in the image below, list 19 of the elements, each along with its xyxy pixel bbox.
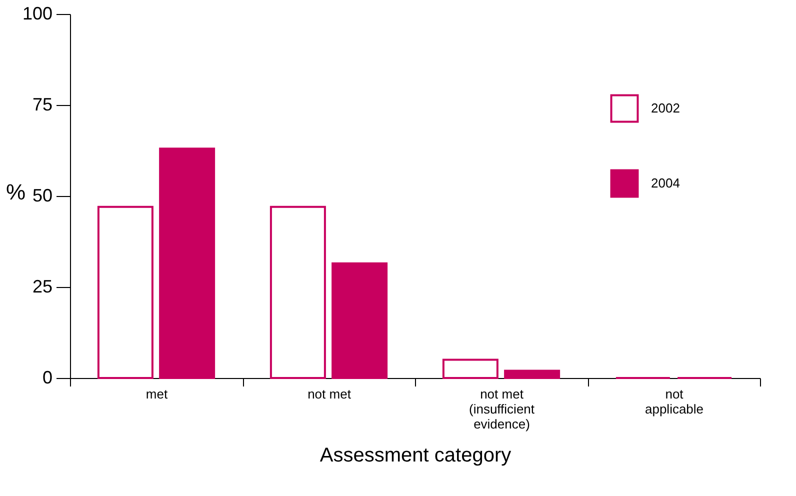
bar <box>442 358 498 379</box>
x-axis-title: Assessment category <box>320 444 512 466</box>
x-tick-label: not applicable <box>644 386 704 416</box>
y-tick-label: 25 <box>32 276 52 296</box>
legend-label: 2004 <box>651 176 680 190</box>
y-tick-label: 50 <box>32 186 52 206</box>
y-axis-title: % <box>6 180 26 204</box>
bar <box>159 148 216 379</box>
bar <box>504 370 560 379</box>
bar <box>332 262 388 379</box>
y-tick-label: 100 <box>22 4 52 24</box>
legend-label: 2002 <box>651 100 680 116</box>
x-tick-label: not met <box>308 386 352 402</box>
x-tick-label: met <box>146 386 168 402</box>
y-tick-label: 75 <box>32 94 52 114</box>
x-tick-label: not met (insufficient evidence) <box>468 386 535 432</box>
bar <box>97 206 154 379</box>
y-tick-label: 0 <box>42 368 52 388</box>
bar <box>270 206 326 379</box>
